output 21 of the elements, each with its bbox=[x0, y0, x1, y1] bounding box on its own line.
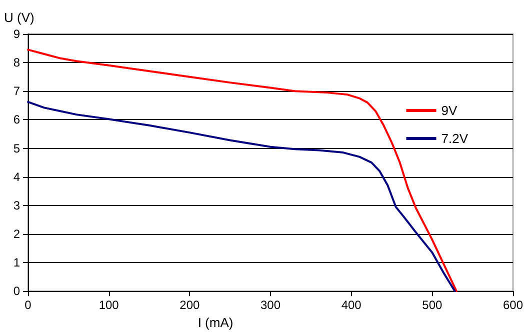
y-tick-label: 8 bbox=[13, 56, 20, 70]
x-tick-label: 200 bbox=[180, 298, 200, 312]
y-tick-label: 7 bbox=[13, 84, 20, 98]
x-tick-label: 100 bbox=[98, 298, 120, 312]
x-tick-label: 400 bbox=[341, 298, 362, 312]
legend-label: 9V bbox=[441, 103, 458, 118]
legend-label: 7.2V bbox=[441, 131, 468, 146]
x-tick-label: 0 bbox=[24, 298, 32, 312]
x-tick-label: 500 bbox=[422, 298, 442, 312]
y-tick-label: 1 bbox=[13, 256, 20, 270]
y-tick-label: 4 bbox=[13, 170, 20, 184]
x-axis-title: I (mA) bbox=[198, 315, 234, 330]
y-tick-label: 3 bbox=[13, 198, 20, 212]
y-axis-title: U (V) bbox=[4, 10, 34, 25]
y-tick-label: 0 bbox=[13, 284, 20, 298]
x-tick-label: 600 bbox=[502, 298, 524, 312]
y-tick-label: 6 bbox=[13, 112, 20, 127]
y-tick-label: 9 bbox=[13, 27, 20, 41]
y-tick-label: 2 bbox=[13, 226, 20, 241]
y-tick-label: 5 bbox=[13, 141, 20, 156]
x-tick-label: 300 bbox=[260, 298, 281, 312]
